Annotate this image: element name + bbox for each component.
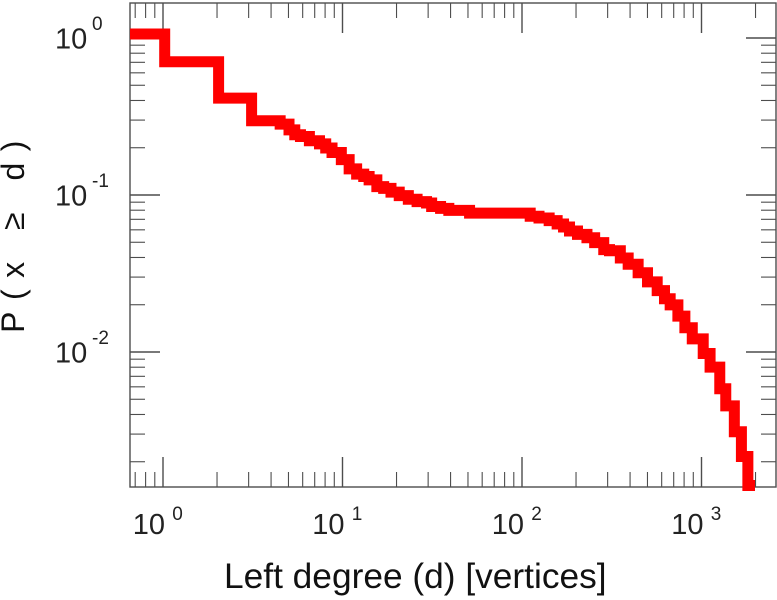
svg-text:-1: -1 [92,171,109,192]
svg-text:-2: -2 [92,328,109,349]
svg-text:10: 10 [55,338,87,370]
svg-text:2: 2 [531,504,542,525]
svg-text:Left degree (d) [vertices]: Left degree (d) [vertices] [224,557,607,596]
svg-text:3: 3 [711,504,722,525]
svg-text:10: 10 [312,509,344,541]
svg-text:0: 0 [172,504,183,525]
svg-text:0: 0 [92,14,103,35]
svg-text:10: 10 [55,181,87,213]
svg-text:10: 10 [492,509,524,541]
svg-text:10: 10 [133,509,165,541]
svg-text:1: 1 [352,504,363,525]
svg-text:10: 10 [671,509,703,541]
svg-text:P(x ≥ d): P(x ≥ d) [0,129,31,333]
svg-text:10: 10 [55,24,87,56]
